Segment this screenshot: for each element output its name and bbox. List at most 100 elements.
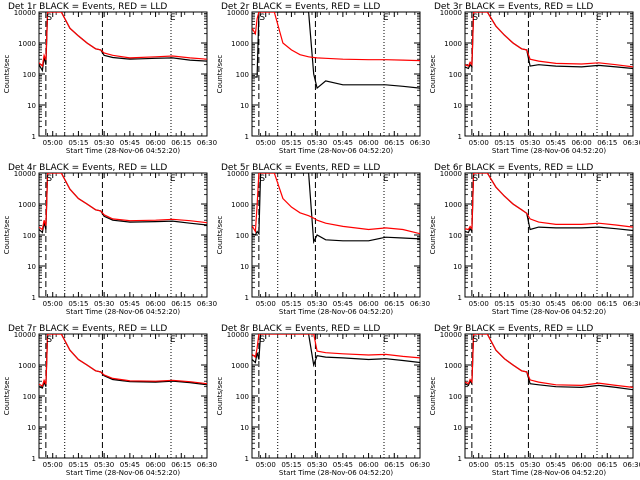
x-tick-label: 05:30	[307, 461, 327, 469]
y-tick-label: 10000	[14, 170, 36, 178]
x-tick-label: 06:30	[410, 461, 430, 469]
x-tick-label: 06:15	[597, 461, 617, 469]
series-events-line	[39, 173, 207, 234]
x-tick-label: 06:30	[623, 461, 640, 469]
y-tick-label: 1	[32, 294, 36, 302]
x-tick-label: 05:00	[256, 139, 276, 147]
x-tick-label: 05:15	[494, 461, 514, 469]
annotation-e: E	[383, 335, 389, 345]
annotation-e: E	[596, 335, 602, 345]
panel-det-1: Det 1r BLACK = Events, RED = LLD Counts/s…	[3, 2, 217, 155]
y-tick-label: 100	[236, 393, 249, 401]
x-tick-label: 05:00	[43, 139, 63, 147]
y-tick-label: 1000	[18, 40, 36, 48]
y-axis-label: Counts/sec	[216, 55, 224, 94]
x-tick-label: 06:15	[171, 461, 191, 469]
y-tick-label: 10	[453, 424, 462, 432]
y-tick-label: 10	[240, 263, 249, 271]
plot-frame	[251, 172, 421, 298]
x-tick-label: 06:00	[358, 300, 378, 308]
y-tick-label: 1	[32, 455, 36, 463]
x-tick-label: 05:30	[520, 300, 540, 308]
x-tick-label: 06:30	[197, 461, 217, 469]
x-tick-label: 05:45	[546, 139, 566, 147]
series-lld-line	[465, 173, 633, 231]
annotation-e: E	[596, 174, 602, 184]
x-tick-label: 05:30	[520, 461, 540, 469]
y-tick-label: 1	[245, 133, 249, 141]
y-tick-label: 1000	[231, 362, 249, 370]
annotation-e: E	[170, 174, 176, 184]
y-tick-label: 10	[453, 263, 462, 271]
y-tick-label: 10000	[227, 331, 249, 339]
y-axis-label: Counts/sec	[3, 55, 11, 94]
annotation-e: E	[383, 174, 389, 184]
y-tick-label: 1	[245, 294, 249, 302]
y-tick-label: 1000	[444, 40, 462, 48]
y-tick-label: 100	[23, 393, 36, 401]
x-tick-label: 05:00	[43, 461, 63, 469]
x-tick-label: 05:30	[94, 461, 114, 469]
y-tick-label: 1	[458, 133, 462, 141]
plot-frame	[464, 11, 634, 137]
series-lld-line	[39, 12, 207, 68]
x-axis-label: Start Time (28-Nov-06 04:52:20)	[279, 147, 393, 155]
x-tick-label: 06:15	[384, 300, 404, 308]
x-tick-label: 05:45	[333, 461, 353, 469]
y-axis-label: Counts/sec	[3, 216, 11, 255]
x-tick-label: 06:00	[145, 300, 165, 308]
y-tick-label: 1000	[444, 201, 462, 209]
x-tick-label: 05:00	[469, 139, 489, 147]
x-tick-label: 06:30	[197, 139, 217, 147]
y-tick-label: 100	[449, 71, 462, 79]
annotation-s: S	[46, 174, 52, 184]
y-axis-label: Counts/sec	[216, 216, 224, 255]
x-tick-label: 06:00	[571, 139, 591, 147]
series-events-line	[252, 334, 420, 368]
y-tick-label: 100	[236, 232, 249, 240]
x-tick-label: 05:45	[120, 461, 140, 469]
y-axis-label: Counts/sec	[429, 377, 437, 416]
plot-frame	[251, 11, 421, 137]
series-lld-line	[465, 12, 633, 68]
y-tick-label: 1	[458, 294, 462, 302]
series-events-line	[252, 173, 420, 245]
x-axis-label: Start Time (28-Nov-06 04:52:20)	[66, 308, 180, 316]
x-tick-label: 05:15	[494, 300, 514, 308]
y-tick-label: 1000	[231, 40, 249, 48]
y-tick-label: 100	[236, 71, 249, 79]
x-tick-label: 06:00	[358, 461, 378, 469]
x-axis-label: Start Time (28-Nov-06 04:52:20)	[279, 308, 393, 316]
x-tick-label: 05:30	[307, 139, 327, 147]
x-tick-label: 05:30	[94, 139, 114, 147]
x-axis-label: Start Time (28-Nov-06 04:52:20)	[492, 469, 606, 477]
annotation-s: S	[472, 335, 478, 345]
plot-frame	[464, 333, 634, 459]
series-lld-line	[252, 173, 420, 235]
x-tick-label: 05:15	[68, 139, 88, 147]
x-tick-label: 06:00	[571, 300, 591, 308]
y-tick-label: 1	[32, 133, 36, 141]
chart-title: Det 7r BLACK = Events, RED = LLD	[8, 324, 167, 334]
y-tick-label: 10000	[440, 9, 462, 17]
x-axis-label: Start Time (28-Nov-06 04:52:20)	[492, 308, 606, 316]
plot-frame	[251, 333, 421, 459]
x-tick-label: 05:15	[281, 300, 301, 308]
x-tick-label: 05:00	[469, 461, 489, 469]
y-tick-label: 1	[245, 455, 249, 463]
series-lld-line	[39, 334, 207, 387]
annotation-s: S	[259, 13, 265, 23]
x-tick-label: 06:00	[358, 139, 378, 147]
x-tick-label: 06:15	[597, 139, 617, 147]
x-tick-label: 05:15	[281, 139, 301, 147]
plot-frame	[464, 172, 634, 298]
y-tick-label: 10	[240, 102, 249, 110]
x-axis-label: Start Time (28-Nov-06 04:52:20)	[66, 469, 180, 477]
y-tick-label: 10	[27, 102, 36, 110]
x-tick-label: 06:30	[197, 300, 217, 308]
y-tick-label: 100	[23, 71, 36, 79]
chart-title: Det 2r BLACK = Events, RED = LLD	[221, 2, 380, 12]
y-axis-label: Counts/sec	[429, 55, 437, 94]
chart-title: Det 4r BLACK = Events, RED = LLD	[8, 163, 167, 173]
